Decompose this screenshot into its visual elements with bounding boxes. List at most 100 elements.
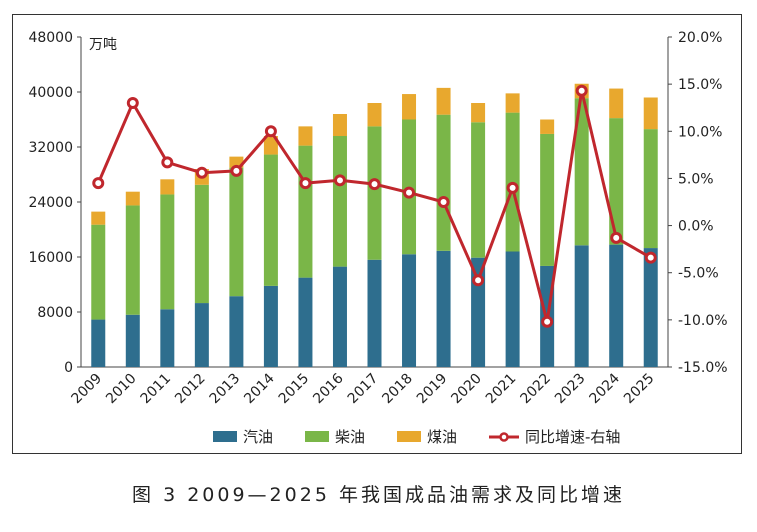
left-axis-tick-label: 0 — [64, 360, 73, 376]
bar-segment — [91, 211, 106, 225]
bar-segment — [540, 133, 555, 266]
bar-segment — [609, 88, 624, 119]
legend-label: 煤油 — [427, 428, 457, 446]
x-axis-tick-label: 2023 — [552, 371, 589, 408]
bar-segment — [402, 94, 417, 120]
growth-point — [541, 315, 554, 328]
right-axis-tick-label: -15.0% — [678, 360, 728, 376]
growth-point — [644, 251, 657, 264]
bar-segment — [643, 97, 658, 130]
x-axis-tick-label: 2021 — [483, 371, 520, 408]
right-axis-tick-label: 15.0% — [678, 77, 722, 93]
bar-segment — [609, 118, 624, 245]
x-axis-tick-label: 2020 — [448, 371, 485, 408]
legend-label: 柴油 — [335, 428, 365, 446]
legend-line-marker — [499, 432, 509, 442]
bar-segment — [125, 205, 140, 315]
x-axis-tick-label: 2022 — [517, 371, 554, 408]
bar-segment — [160, 309, 175, 367]
left-axis-unit: 万吨 — [89, 37, 117, 53]
x-axis-tick-label: 2019 — [414, 371, 451, 408]
bar-segment — [263, 154, 278, 286]
right-axis-tick-label: -5.0% — [678, 266, 719, 282]
bar-segment — [505, 251, 520, 367]
bar-segment — [91, 224, 106, 320]
legend-swatch — [397, 431, 421, 442]
right-axis-tick-label: 5.0% — [678, 171, 714, 187]
growth-point — [368, 178, 381, 191]
x-axis-tick-label: 2017 — [345, 371, 382, 408]
growth-point — [195, 166, 208, 179]
bar-segment — [332, 114, 347, 136]
x-axis-tick-label: 2010 — [103, 371, 140, 408]
right-axis-tick-label: 0.0% — [678, 219, 714, 235]
growth-point — [575, 84, 588, 97]
growth-point — [437, 196, 450, 208]
bar-segment — [643, 248, 658, 367]
right-axis-tick-label: -10.0% — [678, 313, 728, 329]
bar-segment — [298, 145, 313, 278]
x-axis-tick-label: 2014 — [241, 370, 278, 407]
left-axis-tick-label: 48000 — [28, 30, 73, 46]
left-axis-tick-label: 16000 — [28, 250, 73, 266]
legend-swatch — [305, 431, 329, 442]
bar-segment — [574, 245, 589, 367]
x-axis-tick-label: 2011 — [138, 371, 175, 408]
growth-point — [506, 181, 519, 194]
bar-segment — [402, 254, 417, 367]
bar-segment — [229, 167, 244, 297]
growth-point — [299, 177, 312, 190]
x-axis-tick-label: 2009 — [69, 371, 106, 408]
x-axis-tick-label: 2018 — [379, 371, 416, 408]
bar-segment — [263, 285, 278, 367]
bar-segment — [160, 194, 175, 310]
bar-segment — [436, 114, 451, 251]
growth-point — [264, 125, 277, 138]
bar-segment — [194, 184, 209, 304]
bar-segment — [160, 179, 175, 195]
x-axis-tick-label: 2013 — [207, 371, 244, 408]
bar-segment — [332, 266, 347, 367]
bar-segment — [298, 277, 313, 367]
bar-segment — [471, 257, 486, 367]
left-axis-tick-label: 40000 — [28, 85, 73, 101]
bar-segment — [505, 93, 520, 113]
bar-segment — [298, 126, 313, 146]
bar-segment — [471, 122, 486, 258]
left-axis-tick-label: 8000 — [37, 305, 73, 321]
left-axis-tick-label: 24000 — [28, 195, 73, 211]
growth-point — [161, 156, 174, 169]
legend-label: 同比增速-右轴 — [525, 428, 620, 446]
growth-point — [403, 186, 416, 199]
right-axis-tick-label: 10.0% — [678, 124, 722, 140]
bar-segment — [229, 156, 244, 168]
bar-segment — [125, 314, 140, 367]
bar-segment — [194, 303, 209, 367]
legend-label: 汽油 — [243, 428, 273, 446]
bar-segment — [367, 259, 382, 367]
bar-segment — [367, 103, 382, 127]
bar-segment — [91, 319, 106, 367]
x-axis-tick-label: 2024 — [587, 370, 624, 407]
x-axis-tick-label: 2015 — [276, 371, 313, 408]
x-axis-tick-label: 2012 — [172, 371, 209, 408]
legend-swatch — [213, 431, 237, 442]
bar-segment — [540, 119, 555, 134]
figure-caption: 图 3 2009—2025 年我国成品油需求及同比增速 — [132, 484, 625, 506]
bar-segment — [229, 296, 244, 367]
bar-segment — [367, 126, 382, 260]
growth-point — [126, 97, 139, 109]
chart: 0 8000 16000 24000 32000 40000 48000 万吨 -15.0% -1… — [28, 30, 728, 446]
growth-point — [230, 164, 243, 177]
bar-segment — [574, 98, 589, 246]
bar-segment — [332, 136, 347, 267]
bar-segment — [125, 191, 140, 206]
bar-segment — [471, 103, 486, 123]
bar-segment — [263, 136, 278, 155]
bar-segment — [436, 87, 451, 115]
right-axis-tick-label: 20.0% — [678, 30, 722, 46]
growth-point — [92, 177, 105, 190]
bar-segment — [436, 250, 451, 367]
x-axis-tick-label: 2016 — [310, 370, 347, 407]
bar-segment — [609, 244, 624, 367]
